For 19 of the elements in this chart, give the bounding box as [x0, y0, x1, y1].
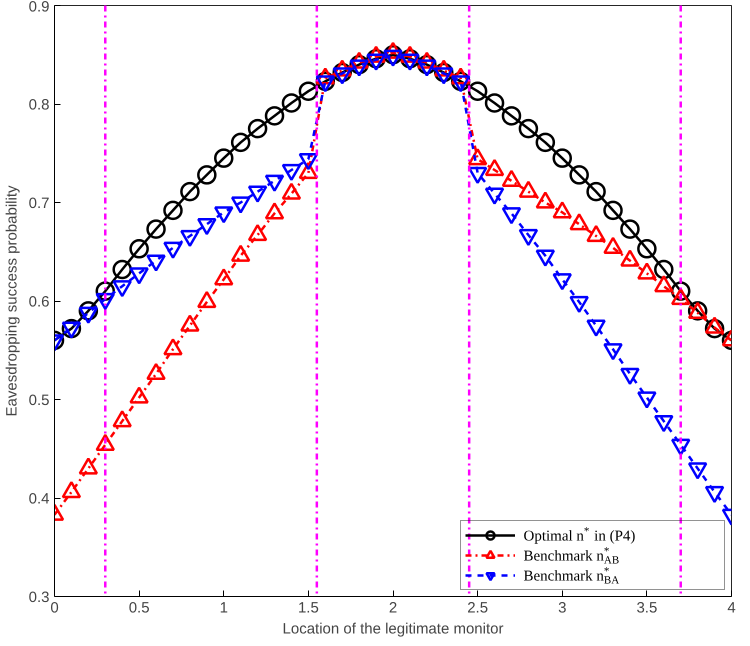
legend-label: Optimal n* in (P4) — [524, 526, 636, 544]
y-tick-label: 0.5 — [28, 392, 50, 409]
x-tick-label: 3 — [558, 600, 566, 616]
x-tick-label: 2 — [388, 600, 398, 616]
x-tick-label: 4 — [727, 600, 736, 616]
x-tick-label: 1 — [220, 600, 228, 616]
x-axis-title: Location of the legitimate monitor — [282, 620, 504, 638]
y-tick-label: 0.6 — [28, 294, 50, 310]
x-tick-label: 0 — [50, 600, 59, 616]
y-axis-title: Eavesdropping success probability — [4, 185, 21, 416]
x-tick-label: 3.5 — [636, 600, 658, 616]
y-tick-label: 0.3 — [28, 589, 50, 606]
y-tick-label: 0.8 — [28, 96, 50, 114]
y-tick-label: 0.4 — [28, 490, 50, 508]
x-tick-label: 2.5 — [467, 600, 488, 616]
y-tick-label: 0.9 — [28, 0, 50, 16]
x-tick-label: 1.5 — [298, 600, 319, 616]
x-tick-label: 0.5 — [128, 600, 150, 616]
y-tick-label: 0.7 — [28, 195, 50, 212]
